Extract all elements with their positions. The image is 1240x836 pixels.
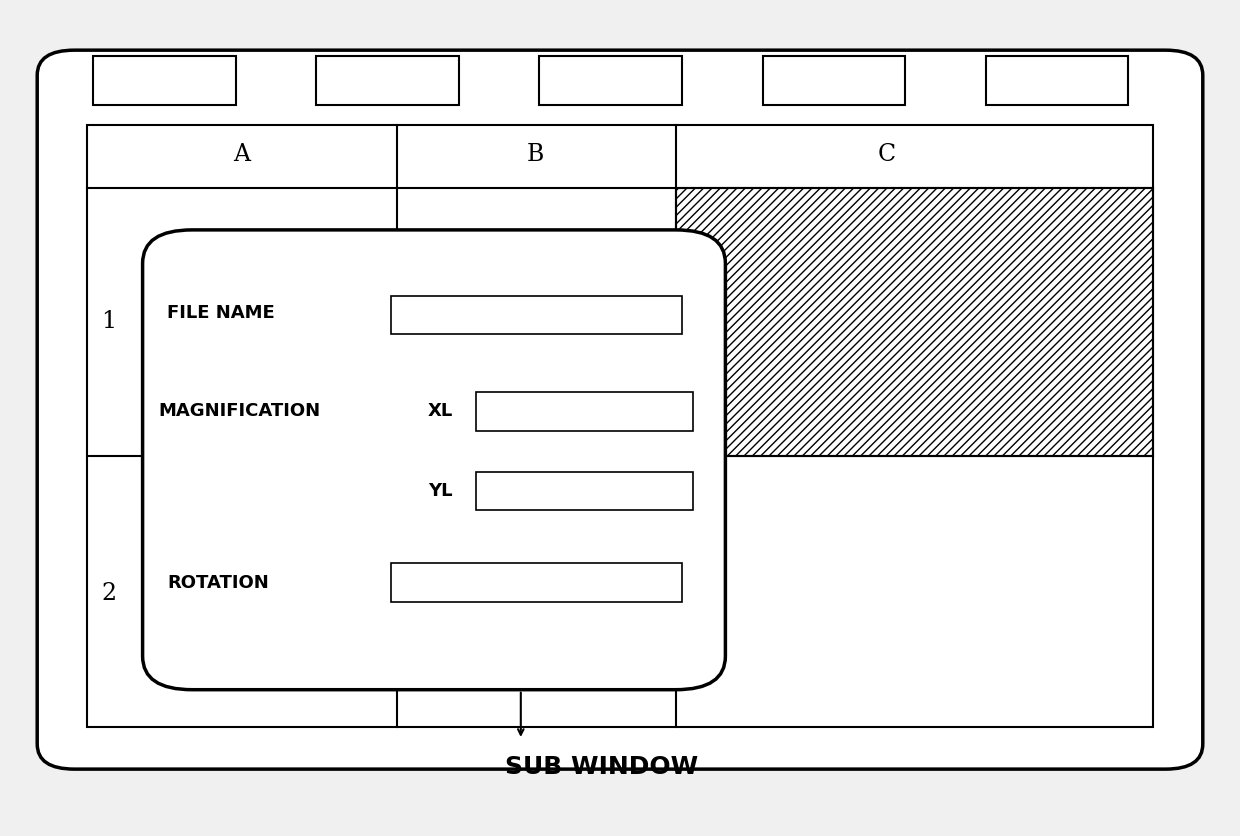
Text: SUB WINDOW: SUB WINDOW <box>505 756 698 779</box>
Text: FILE NAME: FILE NAME <box>167 304 275 323</box>
Bar <box>763 56 905 104</box>
Text: XL: XL <box>428 402 453 421</box>
Bar <box>391 296 682 334</box>
Bar <box>391 563 682 602</box>
Bar <box>476 472 693 510</box>
Bar <box>676 188 1153 456</box>
Bar <box>316 56 459 104</box>
Text: C: C <box>878 143 895 166</box>
Text: B: B <box>527 143 544 166</box>
Text: MAGNIFICATION: MAGNIFICATION <box>159 402 321 421</box>
Text: 1: 1 <box>102 310 117 334</box>
Bar <box>539 56 682 104</box>
Text: A: A <box>233 143 250 166</box>
Bar <box>476 392 693 431</box>
Bar <box>87 125 1153 727</box>
FancyBboxPatch shape <box>143 230 725 690</box>
FancyBboxPatch shape <box>37 50 1203 769</box>
Bar <box>93 56 236 104</box>
Text: ROTATION: ROTATION <box>167 573 269 592</box>
Bar <box>986 56 1128 104</box>
Text: 2: 2 <box>102 582 117 605</box>
Text: YL: YL <box>428 482 453 500</box>
